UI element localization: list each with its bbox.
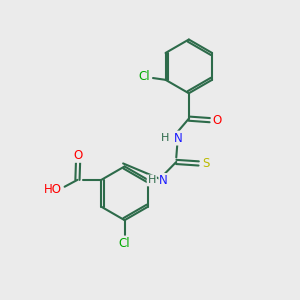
Text: Cl: Cl [139, 70, 151, 83]
Text: O: O [74, 149, 83, 162]
Text: N: N [159, 174, 168, 187]
Text: O: O [213, 114, 222, 127]
Text: N: N [173, 132, 182, 145]
Text: S: S [202, 157, 210, 170]
Text: H: H [148, 176, 156, 185]
Text: Cl: Cl [119, 237, 130, 250]
Text: H: H [161, 133, 169, 143]
Text: HO: HO [44, 183, 62, 196]
